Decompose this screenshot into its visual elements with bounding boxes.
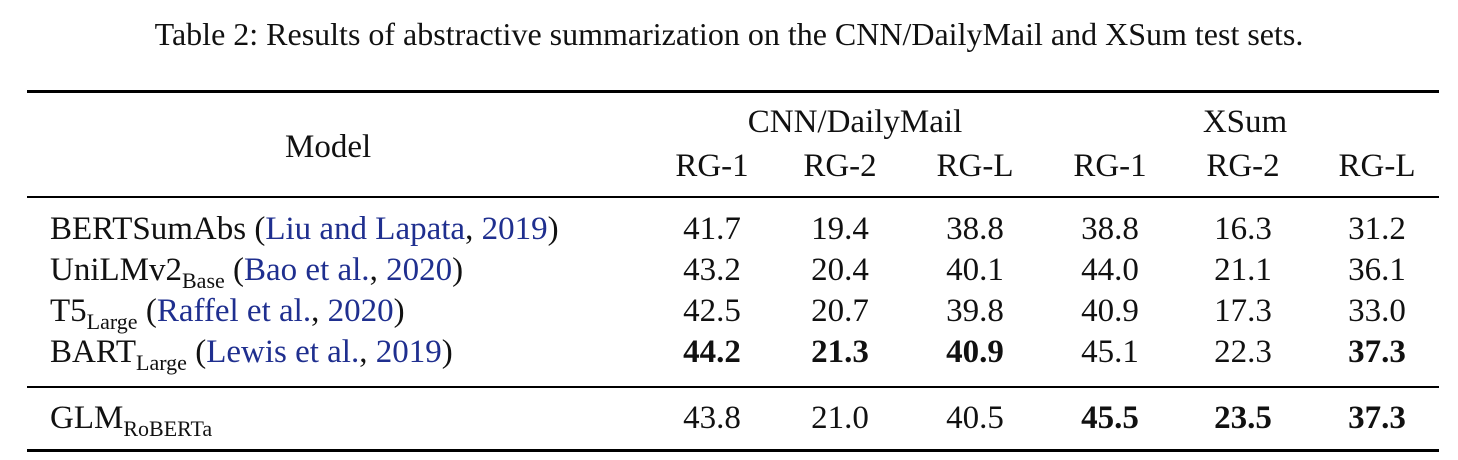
- table-cell-value: 21.0: [811, 400, 869, 436]
- header-model: Model: [285, 129, 372, 165]
- table-cell-value: 36.1: [1348, 252, 1406, 288]
- model-name: BERTSumAbs: [50, 211, 247, 247]
- table-cell-value: 45.1: [1081, 334, 1139, 370]
- citation-open-paren: (: [224, 252, 245, 288]
- table-cell-value: 20.4: [811, 252, 869, 288]
- table-cell-value: 43.2: [683, 252, 741, 288]
- table-cell-value: 40.9: [946, 334, 1004, 370]
- citation-close-paren: ): [441, 334, 453, 370]
- row-model-name: GLMRoBERTa: [50, 398, 213, 441]
- citation-open-paren: (: [246, 211, 266, 247]
- table-cell-value: 42.5: [683, 293, 741, 329]
- citation-year-link[interactable]: 2019: [481, 211, 548, 247]
- model-subscript: Large: [136, 350, 187, 375]
- table-cell-value: 43.8: [683, 400, 741, 436]
- header-metric-rg-1: RG-1: [1073, 148, 1147, 184]
- row-model-name: BERTSumAbs (Liu and Lapata, 2019): [50, 209, 559, 249]
- table-cell-value: 44.0: [1081, 252, 1139, 288]
- table-cell-value: 22.3: [1214, 334, 1272, 370]
- citation-authors-link[interactable]: Lewis et al.: [206, 334, 360, 370]
- top-rule: [27, 90, 1439, 93]
- table-cell-value: 37.3: [1348, 334, 1406, 370]
- table-cell-value: 21.1: [1214, 252, 1272, 288]
- citation-close-paren: ): [452, 252, 464, 288]
- header-rule: [27, 196, 1439, 198]
- table-cell-value: 23.5: [1214, 400, 1272, 436]
- citation-year-link[interactable]: 2020: [386, 252, 453, 288]
- model-subscript: Large: [86, 309, 138, 334]
- table-cell-value: 31.2: [1348, 211, 1406, 247]
- header-group-cnn-dailymail: CNN/DailyMail: [747, 104, 963, 140]
- header-group-xsum: XSum: [1202, 104, 1288, 140]
- row-model-name: BARTLarge (Lewis et al., 2019): [50, 332, 453, 375]
- citation-open-paren: (: [186, 334, 207, 370]
- citation-year-link[interactable]: 2019: [375, 334, 442, 370]
- table-cell-value: 40.1: [946, 252, 1004, 288]
- table-caption: Table 2: Results of abstractive summariz…: [154, 16, 1304, 52]
- table-cell-value: 37.3: [1348, 400, 1406, 436]
- header-metric-rg-l: RG-L: [1338, 148, 1416, 184]
- table-cell-value: 44.2: [683, 334, 741, 370]
- citation-year-link[interactable]: 2020: [327, 293, 394, 329]
- header-metric-rg-2: RG-2: [803, 148, 877, 184]
- table-cell-value: 33.0: [1348, 293, 1406, 329]
- table-cell-value: 16.3: [1214, 211, 1272, 247]
- table-cell-value: 19.4: [811, 211, 869, 247]
- table-cell-value: 40.9: [1081, 293, 1139, 329]
- citation-separator: ,: [465, 211, 482, 247]
- table-cell-value: 41.7: [683, 211, 741, 247]
- table-cell-value: 17.3: [1214, 293, 1272, 329]
- model-name: GLM: [50, 400, 124, 436]
- table-cell-value: 39.8: [946, 293, 1004, 329]
- row-model-name: UniLMv2Base (Bao et al., 2020): [50, 250, 464, 293]
- header-metric-rg-1: RG-1: [675, 148, 749, 184]
- model-name: BART: [50, 334, 137, 370]
- citation-close-paren: ): [393, 293, 405, 329]
- citation-authors-link[interactable]: Liu and Lapata: [265, 211, 466, 247]
- table-cell-value: 45.5: [1081, 400, 1139, 436]
- model-name: T5: [50, 293, 87, 329]
- group-separator-rule: [27, 386, 1439, 388]
- table-cell-value: 20.7: [811, 293, 869, 329]
- table-cell-value: 21.3: [811, 334, 869, 370]
- bottom-rule: [27, 449, 1439, 452]
- citation-separator: ,: [359, 334, 376, 370]
- citation-separator: ,: [369, 252, 387, 288]
- table-cell-value: 40.5: [946, 400, 1004, 436]
- citation-separator: ,: [311, 293, 328, 329]
- header-metric-rg-2: RG-2: [1206, 148, 1280, 184]
- citation-authors-link[interactable]: Bao et al.: [244, 252, 370, 288]
- citation-open-paren: (: [137, 293, 157, 329]
- table-cell-value: 38.8: [946, 211, 1004, 247]
- header-metric-rg-l: RG-L: [936, 148, 1014, 184]
- model-name: UniLMv2: [50, 252, 182, 288]
- citation-authors-link[interactable]: Raffel et al.: [156, 293, 312, 329]
- table-cell-value: 38.8: [1081, 211, 1139, 247]
- model-subscript: Base: [182, 268, 225, 293]
- citation-close-paren: ): [547, 211, 559, 247]
- row-model-name: T5Large (Raffel et al., 2020): [50, 291, 405, 334]
- model-subscript: RoBERTa: [123, 416, 213, 441]
